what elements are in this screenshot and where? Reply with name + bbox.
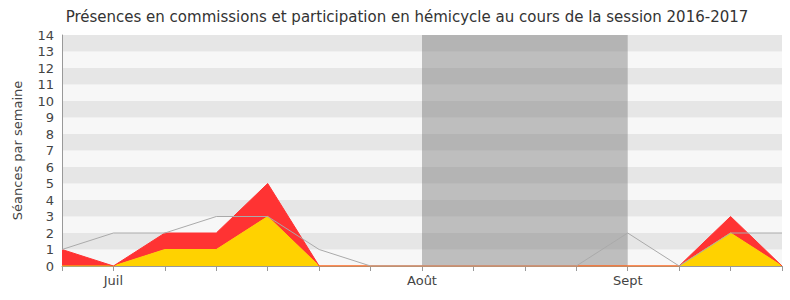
svg-text:11: 11 bbox=[37, 77, 54, 92]
svg-text:Séances par semaine: Séances par semaine bbox=[10, 81, 25, 220]
svg-text:3: 3 bbox=[46, 209, 54, 224]
svg-text:5: 5 bbox=[46, 176, 54, 191]
svg-text:2: 2 bbox=[46, 226, 54, 241]
svg-text:Juil: Juil bbox=[103, 273, 123, 288]
svg-text:9: 9 bbox=[46, 110, 54, 125]
svg-text:14: 14 bbox=[37, 28, 54, 43]
svg-text:10: 10 bbox=[37, 94, 54, 109]
svg-text:7: 7 bbox=[46, 143, 54, 158]
svg-text:0: 0 bbox=[46, 259, 54, 274]
svg-text:Présences en commissions et pa: Présences en commissions et participatio… bbox=[66, 8, 749, 26]
svg-text:12: 12 bbox=[37, 61, 54, 76]
svg-text:6: 6 bbox=[46, 160, 54, 175]
svg-text:4: 4 bbox=[46, 193, 54, 208]
svg-text:8: 8 bbox=[46, 127, 54, 142]
svg-text:13: 13 bbox=[37, 44, 54, 59]
svg-text:Août: Août bbox=[407, 273, 437, 288]
svg-text:1: 1 bbox=[46, 242, 54, 257]
svg-text:Sept: Sept bbox=[613, 273, 643, 288]
